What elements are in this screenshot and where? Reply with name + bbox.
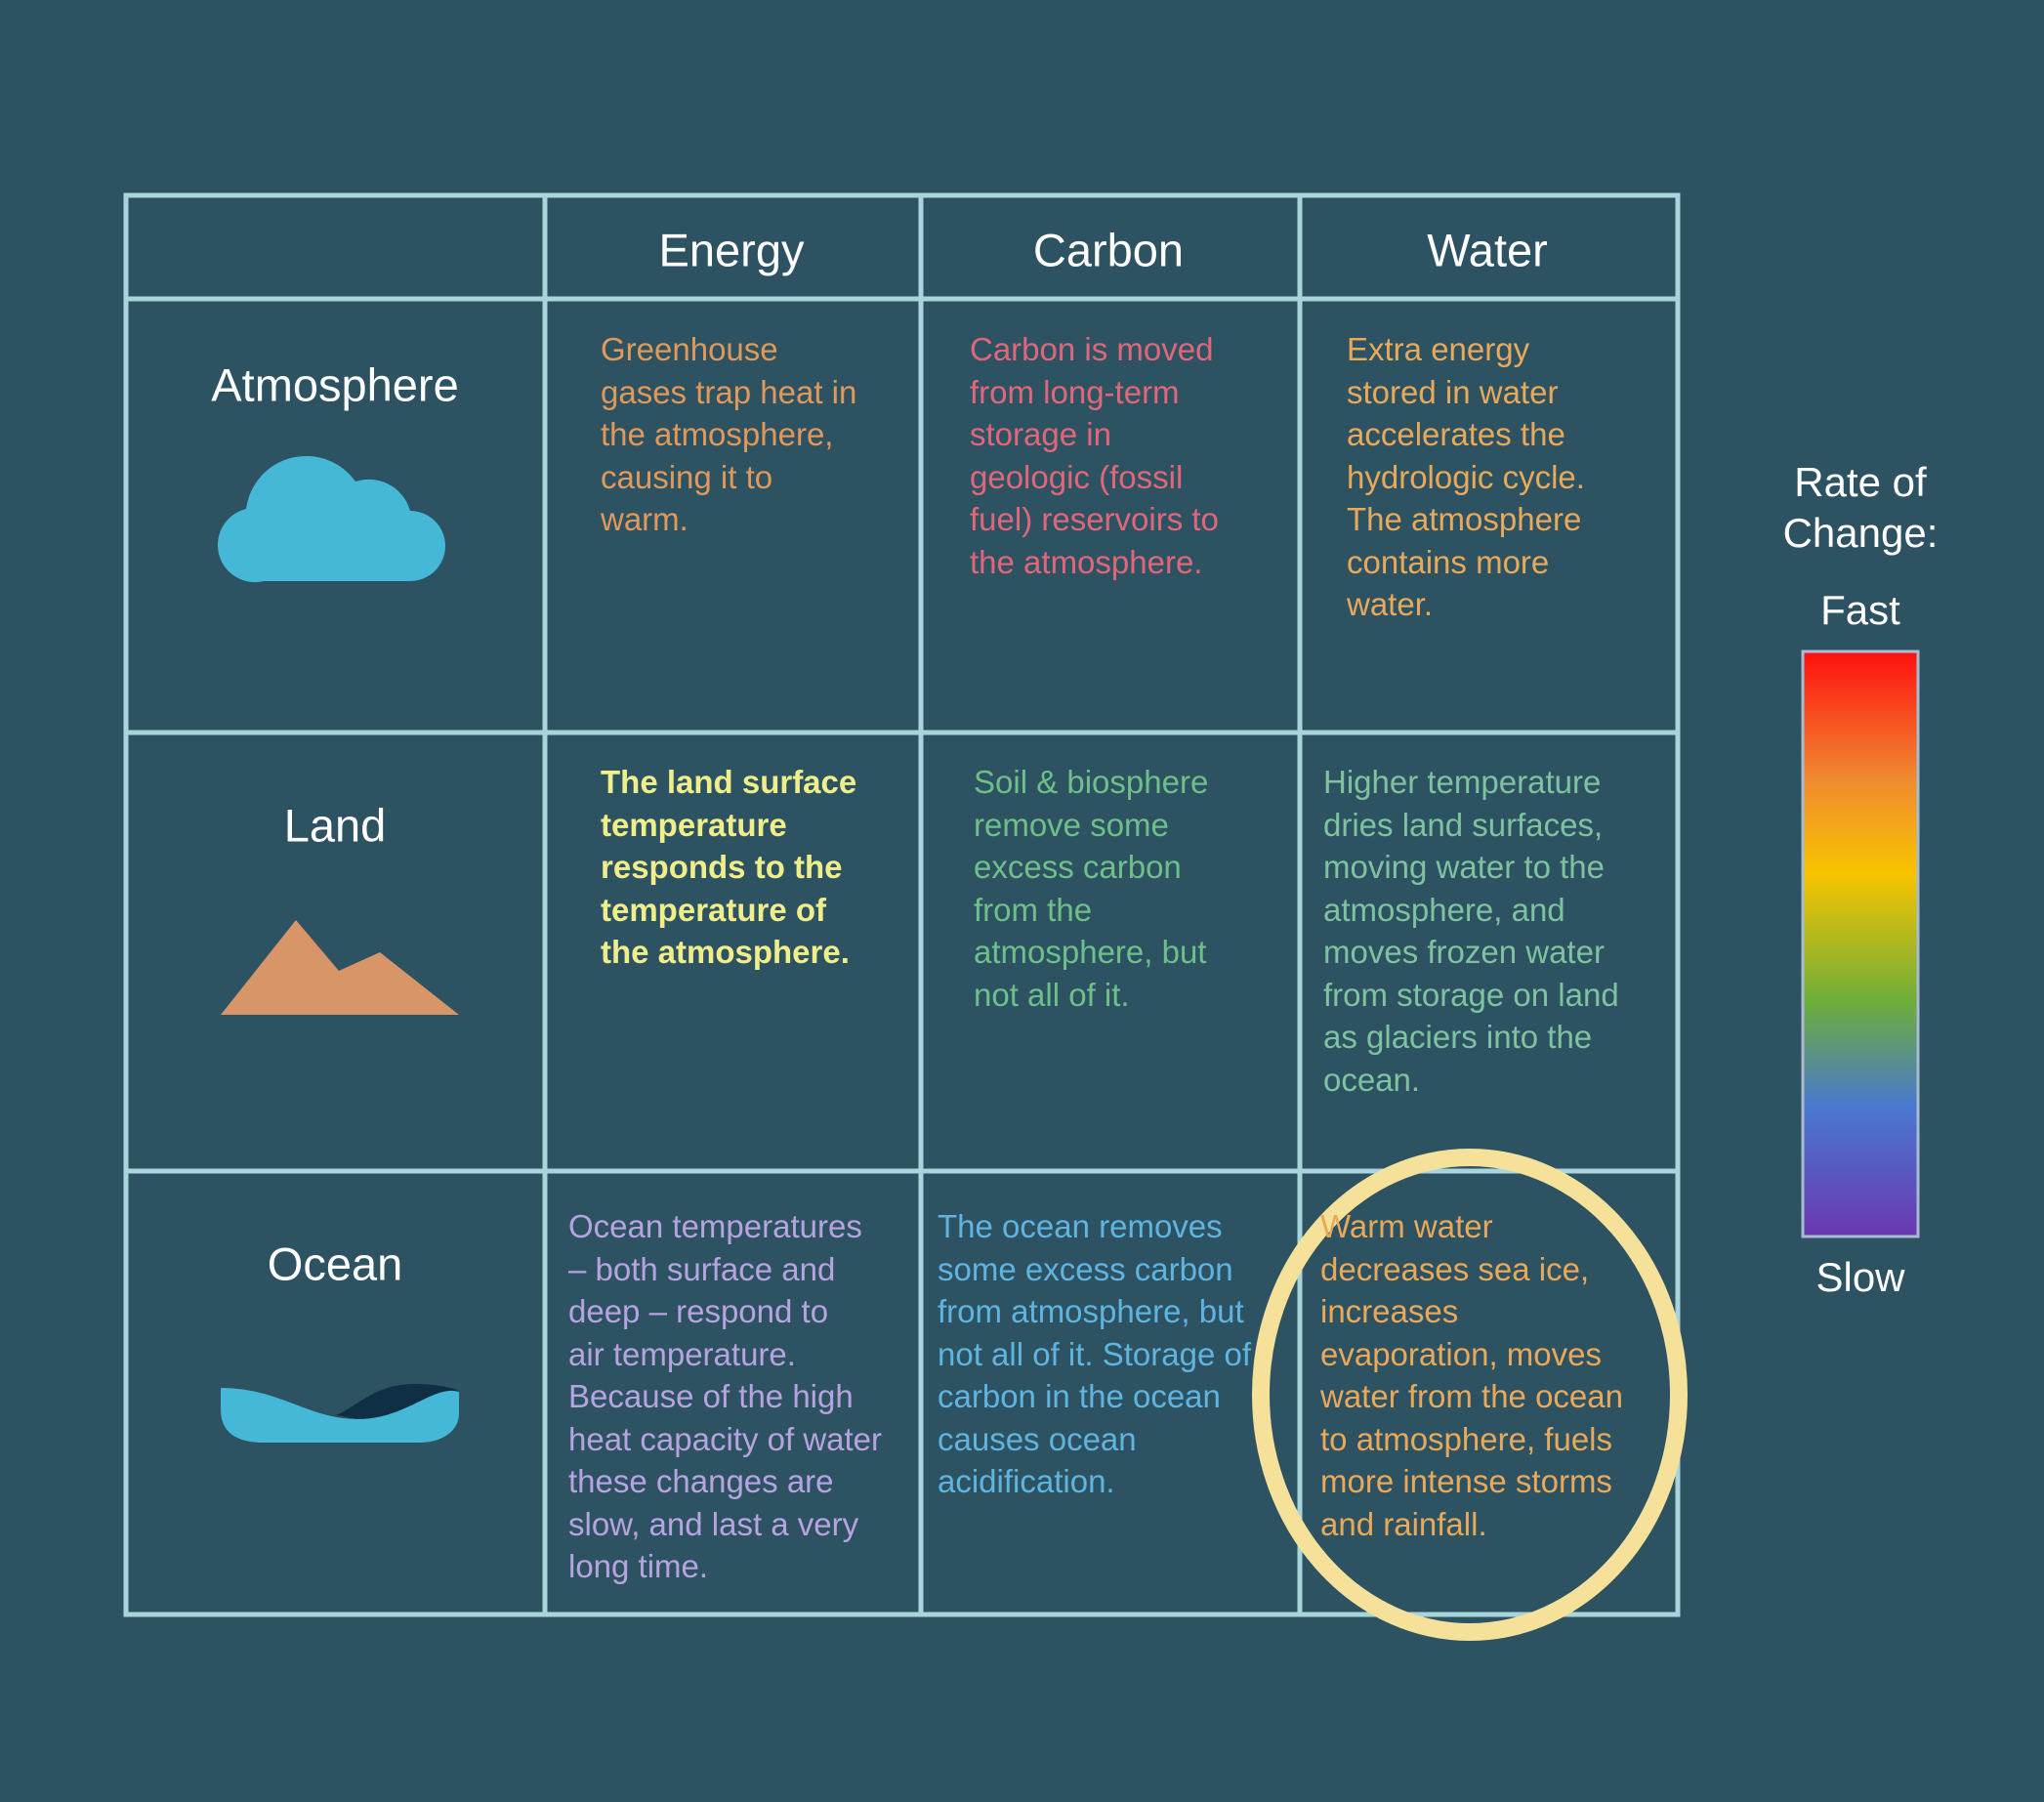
highlight-circle [1252,1149,1688,1641]
cell-text: Warm water decreases sea ice, increases … [1320,1208,1623,1542]
rate-bar [1801,650,1920,1238]
cell-text: Carbon is moved from long-term storage i… [970,331,1219,580]
wave-icon [221,1388,459,1443]
legend-low: Slow [1815,1254,1905,1300]
column-header: Carbon [1032,224,1185,276]
cell-text: Greenhouse gases trap heat in the atmosp… [601,331,857,537]
row-label: Ocean [267,1237,403,1290]
cell-text: Extra energy stored in water accelerates… [1347,331,1585,622]
cell-text: Ocean temperatures – both surface and de… [568,1208,883,1584]
row-label: Atmosphere [211,358,459,411]
cell-text: The ocean removes some excess carbon fro… [938,1208,1252,1499]
cell-text: Soil & biosphere remove some excess carb… [974,764,1209,1013]
column-header: Water [1427,224,1548,276]
row-label: Land [283,799,387,852]
cell-text: Higher temperature dries land surfaces, … [1323,764,1619,1098]
legend-title: Rate of Change: [1782,459,1939,556]
cell-text: The land surface temperature responds to… [601,764,857,970]
column-header: Energy [658,224,805,276]
mountain-icon [221,920,459,1015]
wave-icon-dark [336,1384,459,1419]
grid [123,192,1681,1617]
cloud-icon [217,455,445,583]
legend-high: Fast [1820,587,1900,633]
